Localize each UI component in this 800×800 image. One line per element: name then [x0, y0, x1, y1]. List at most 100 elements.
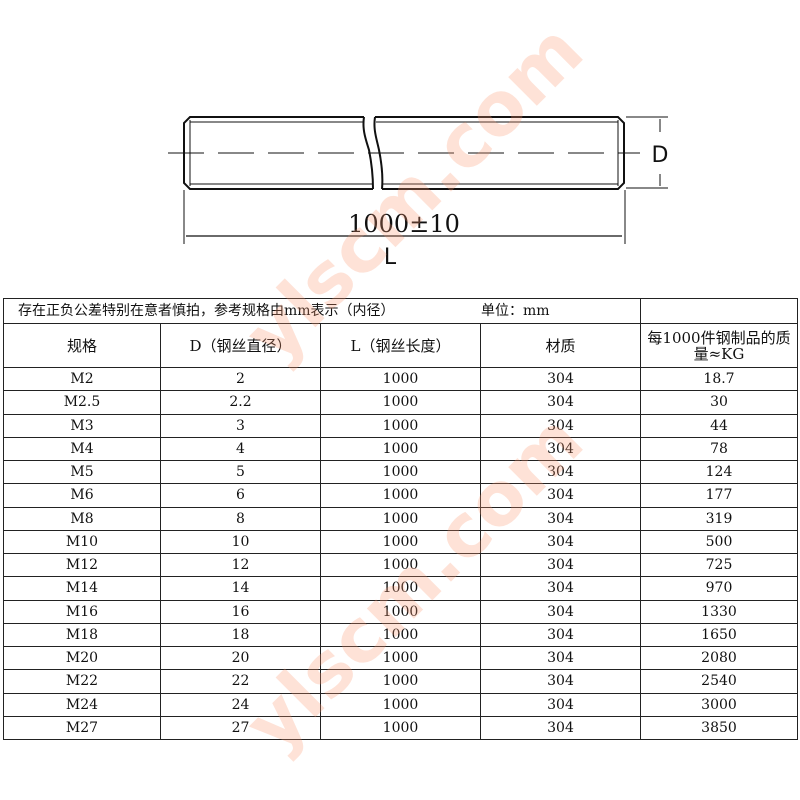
- table-row: M4 4 1000 304 78: [3, 436, 798, 462]
- table-cell: 1000: [320, 366, 481, 392]
- table-cell: 2.2: [160, 390, 321, 415]
- length-label: 1000±10: [348, 210, 460, 238]
- table-row: M14 14 1000 304 970: [3, 576, 798, 601]
- table-row: M22 22 1000 304 2540: [3, 669, 798, 694]
- table-cell: 304: [480, 692, 641, 717]
- table-cell: 304: [480, 413, 641, 438]
- table-cell: 725: [640, 552, 798, 578]
- table-cell: 30: [640, 390, 798, 415]
- table-cell: M24: [3, 692, 161, 717]
- header-material: 材质: [480, 323, 641, 368]
- unit-label: 单位：mm: [481, 298, 798, 324]
- unit-text: 单位：mm: [481, 303, 550, 319]
- tolerance-note: 存在正负公差特别在意者慎拍，参考规格由mm表示（内径）: [3, 298, 641, 324]
- table-cell: 1000: [320, 436, 481, 462]
- table-cell: 1000: [320, 552, 481, 578]
- table-cell: 20: [160, 645, 321, 671]
- table-cell: 304: [480, 715, 641, 741]
- table-row: M18 18 1000 304 1650: [3, 622, 798, 648]
- D-label: D: [652, 143, 669, 168]
- break-line: [362, 116, 384, 190]
- header-spec: 规格: [3, 323, 161, 368]
- table-cell: 1650: [640, 622, 798, 648]
- table-cell: 44: [640, 413, 798, 438]
- table-cell: 22: [160, 669, 321, 694]
- table-cell: 304: [480, 529, 641, 555]
- table-cell: 14: [160, 576, 321, 601]
- table-cell: M18: [3, 622, 161, 648]
- table-cell: 1000: [320, 506, 481, 531]
- table-cell: 1000: [320, 576, 481, 601]
- table-cell: 4: [160, 436, 321, 462]
- table-cell: 10: [160, 529, 321, 555]
- table-cell: 3850: [640, 715, 798, 741]
- table-cell: M8: [3, 506, 161, 531]
- table-cell: 2540: [640, 669, 798, 694]
- table-cell: 16: [160, 599, 321, 624]
- table-cell: 18.7: [640, 366, 798, 392]
- spec-table: 存在正负公差特别在意者慎拍，参考规格由mm表示（内径） 单位：mm 规格 D（钢…: [3, 298, 798, 741]
- table-cell: 27: [160, 715, 321, 741]
- table-row: M27 27 1000 304 3850: [3, 715, 798, 741]
- table-cell: 1000: [320, 413, 481, 438]
- table-cell: M2.5: [3, 390, 161, 415]
- table-row: M2.5 2.2 1000 304 30: [3, 390, 798, 415]
- table-cell: M5: [3, 459, 161, 485]
- table-row: M10 10 1000 304 500: [3, 529, 798, 555]
- table-cell: 304: [480, 622, 641, 648]
- table-cell: 5: [160, 459, 321, 485]
- table-row: M20 20 1000 304 2080: [3, 645, 798, 671]
- table-cell: 1000: [320, 692, 481, 717]
- table-cell: 1330: [640, 599, 798, 624]
- table-cell: 3000: [640, 692, 798, 717]
- table-cell: 78: [640, 436, 798, 462]
- note-row: 存在正负公差特别在意者慎拍，参考规格由mm表示（内径） 单位：mm: [3, 298, 798, 324]
- table-cell: 1000: [320, 483, 481, 508]
- table-row: M16 16 1000 304 1330: [3, 599, 798, 624]
- table-cell: 2: [160, 366, 321, 392]
- table-row: M3 3 1000 304 44: [3, 413, 798, 438]
- table-cell: M4: [3, 436, 161, 462]
- table-cell: 304: [480, 506, 641, 531]
- table-cell: 12: [160, 552, 321, 578]
- table-cell: 1000: [320, 622, 481, 648]
- table-cell: 1000: [320, 599, 481, 624]
- table-row: M2 2 1000 304 18.7: [3, 366, 798, 392]
- table-cell: 3: [160, 413, 321, 438]
- table-row: M5 5 1000 304 124: [3, 459, 798, 485]
- table-cell: 6: [160, 483, 321, 508]
- table-cell: 18: [160, 622, 321, 648]
- table-cell: 304: [480, 552, 641, 578]
- table-cell: 304: [480, 576, 641, 601]
- table-cell: 500: [640, 529, 798, 555]
- table-cell: M6: [3, 483, 161, 508]
- header-diameter: D（钢丝直径）: [160, 323, 321, 368]
- table-cell: 1000: [320, 529, 481, 555]
- table-row: M12 12 1000 304 725: [3, 552, 798, 578]
- header-length: L（钢丝长度）: [320, 323, 481, 368]
- table-cell: 304: [480, 390, 641, 415]
- table-cell: 1000: [320, 459, 481, 485]
- table-cell: 124: [640, 459, 798, 485]
- table-cell: M3: [3, 413, 161, 438]
- table-cell: 319: [640, 506, 798, 531]
- table-cell: 24: [160, 692, 321, 717]
- table-cell: 304: [480, 436, 641, 462]
- table-cell: 1000: [320, 715, 481, 741]
- table-cell: 1000: [320, 669, 481, 694]
- table-cell: 304: [480, 645, 641, 671]
- header-row: 规格 D（钢丝直径） L（钢丝长度） 材质 每1000件钢制品的质量≈KG: [3, 323, 798, 368]
- table-cell: 304: [480, 669, 641, 694]
- table-cell: 1000: [320, 645, 481, 671]
- table-cell: M12: [3, 552, 161, 578]
- table-cell: 304: [480, 366, 641, 392]
- table-cell: 8: [160, 506, 321, 531]
- table-cell: M20: [3, 645, 161, 671]
- table-cell: 2080: [640, 645, 798, 671]
- table-cell: M2: [3, 366, 161, 392]
- header-weight: 每1000件钢制品的质量≈KG: [640, 323, 798, 368]
- table-row: M8 8 1000 304 319: [3, 506, 798, 531]
- table-cell: 177: [640, 483, 798, 508]
- L-label: L: [384, 245, 397, 270]
- table-cell: 1000: [320, 390, 481, 415]
